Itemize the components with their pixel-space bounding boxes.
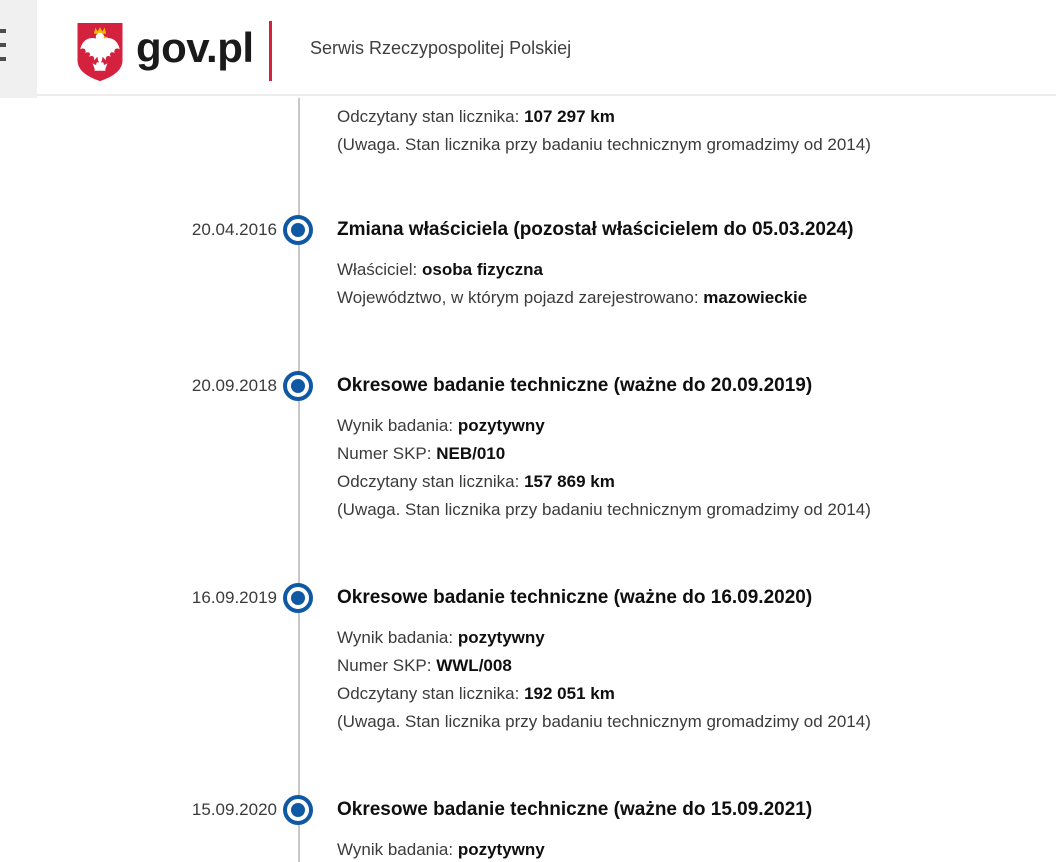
entry-fields: Wynik badania: pozytywny	[337, 836, 1056, 862]
entry-title: Okresowe badanie techniczne (ważne do 16…	[337, 587, 813, 608]
field-label: Odczytany stan licznika:	[337, 107, 520, 126]
field-odometer: Odczytany stan licznika: 107 297 km	[337, 103, 1056, 131]
field-label: Numer SKP:	[337, 444, 432, 463]
field-label: Wynik badania:	[337, 840, 454, 859]
clipped-entry: Odczytany stan licznika: 107 297 km (Uwa…	[337, 103, 1056, 159]
timeline-entry: 20.09.2018 Okresowe badanie techniczne (…	[0, 371, 1056, 524]
govpl-logo[interactable]: gov.pl	[75, 0, 254, 96]
entry-date: 20.09.2018	[191, 376, 277, 395]
entry-body: Okresowe badanie techniczne (ważne do 20…	[337, 372, 1056, 524]
timeline-marker-icon	[283, 371, 313, 401]
timeline-line	[298, 98, 300, 862]
field-value: pozytywny	[457, 628, 545, 647]
field-voivodeship: Województwo, w którym pojazd zarejestrow…	[337, 284, 1056, 312]
polish-eagle-emblem-icon	[77, 22, 123, 82]
timeline-list: 20.04.2016 Zmiana właściciela (pozostał …	[0, 215, 1056, 862]
odometer-note: (Uwaga. Stan licznika przy badaniu techn…	[337, 712, 871, 731]
field-odometer: Odczytany stan licznika: 157 869 km	[337, 468, 1056, 496]
timeline-marker-icon	[283, 583, 313, 613]
entry-title: Okresowe badanie techniczne (ważne do 20…	[337, 375, 813, 396]
entry-title: Zmiana właściciela (pozostał właściciele…	[337, 219, 854, 240]
entry-body: Zmiana właściciela (pozostał właściciele…	[337, 216, 1056, 312]
site-header: gov.pl Serwis Rzeczypospolitej Polskiej	[0, 0, 1056, 98]
menu-dash-icon	[0, 57, 6, 61]
odometer-note: (Uwaga. Stan licznika przy badaniu techn…	[337, 500, 871, 519]
field-value: pozytywny	[457, 416, 545, 435]
vehicle-history-timeline: Odczytany stan licznika: 107 297 km (Uwa…	[0, 98, 1056, 862]
field-odometer: Odczytany stan licznika: 192 051 km	[337, 680, 1056, 708]
timeline-entry: 16.09.2019 Okresowe badanie techniczne (…	[0, 583, 1056, 736]
field-value: WWL/008	[436, 656, 512, 675]
field-owner: Właściciel: osoba fizyczna	[337, 256, 1056, 284]
field-value: osoba fizyczna	[422, 260, 543, 279]
timeline-entry: 15.09.2020 Okresowe badanie techniczne (…	[0, 795, 1056, 862]
marker-cell	[277, 583, 337, 736]
timeline-marker-icon	[283, 215, 313, 245]
field-value: pozytywny	[457, 840, 545, 859]
entry-body: Okresowe badanie techniczne (ważne do 16…	[337, 584, 1056, 736]
entry-body: Okresowe badanie techniczne (ważne do 15…	[337, 796, 1056, 862]
field-label: Właściciel:	[337, 260, 418, 279]
field-label: Odczytany stan licznika:	[337, 472, 520, 491]
field-value: 192 051 km	[524, 684, 615, 703]
field-label: Odczytany stan licznika:	[337, 684, 520, 703]
brand-wordmark: gov.pl	[136, 24, 254, 71]
field-result: Wynik badania: pozytywny	[337, 624, 1056, 652]
field-label: Wynik badania:	[337, 628, 454, 647]
hamburger-menu-icon[interactable]	[0, 0, 37, 98]
marker-cell	[277, 371, 337, 524]
entry-fields: Właściciel: osoba fizyczna Województwo, …	[337, 256, 1056, 312]
menu-dash-icon	[0, 29, 6, 33]
odometer-note: (Uwaga. Stan licznika przy badaniu techn…	[337, 135, 871, 154]
field-label: Województwo, w którym pojazd zarejestrow…	[337, 288, 699, 307]
field-result: Wynik badania: pozytywny	[337, 412, 1056, 440]
field-value: NEB/010	[436, 444, 506, 463]
field-value: 157 869 km	[524, 472, 615, 491]
entry-fields: Wynik badania: pozytywny Numer SKP: NEB/…	[337, 412, 1056, 524]
timeline-marker-icon	[283, 795, 313, 825]
field-result: Wynik badania: pozytywny	[337, 836, 1056, 862]
entry-date: 15.09.2020	[191, 800, 277, 819]
marker-cell	[277, 795, 337, 862]
timeline-entry: 20.04.2016 Zmiana właściciela (pozostał …	[0, 215, 1056, 312]
field-value: mazowieckie	[703, 288, 808, 307]
field-label: Wynik badania:	[337, 416, 454, 435]
menu-dash-icon	[0, 43, 6, 47]
entry-title: Okresowe badanie techniczne (ważne do 15…	[337, 799, 813, 820]
header-divider	[269, 21, 272, 81]
marker-cell	[277, 215, 337, 312]
entry-date: 16.09.2019	[191, 588, 277, 607]
entry-date: 20.04.2016	[191, 220, 277, 239]
service-name: Serwis Rzeczypospolitej Polskiej	[310, 37, 572, 58]
field-value: 107 297 km	[524, 107, 615, 126]
field-skp-number: Numer SKP: NEB/010	[337, 440, 1056, 468]
entry-fields: Wynik badania: pozytywny Numer SKP: WWL/…	[337, 624, 1056, 736]
field-skp-number: Numer SKP: WWL/008	[337, 652, 1056, 680]
field-label: Numer SKP:	[337, 656, 432, 675]
